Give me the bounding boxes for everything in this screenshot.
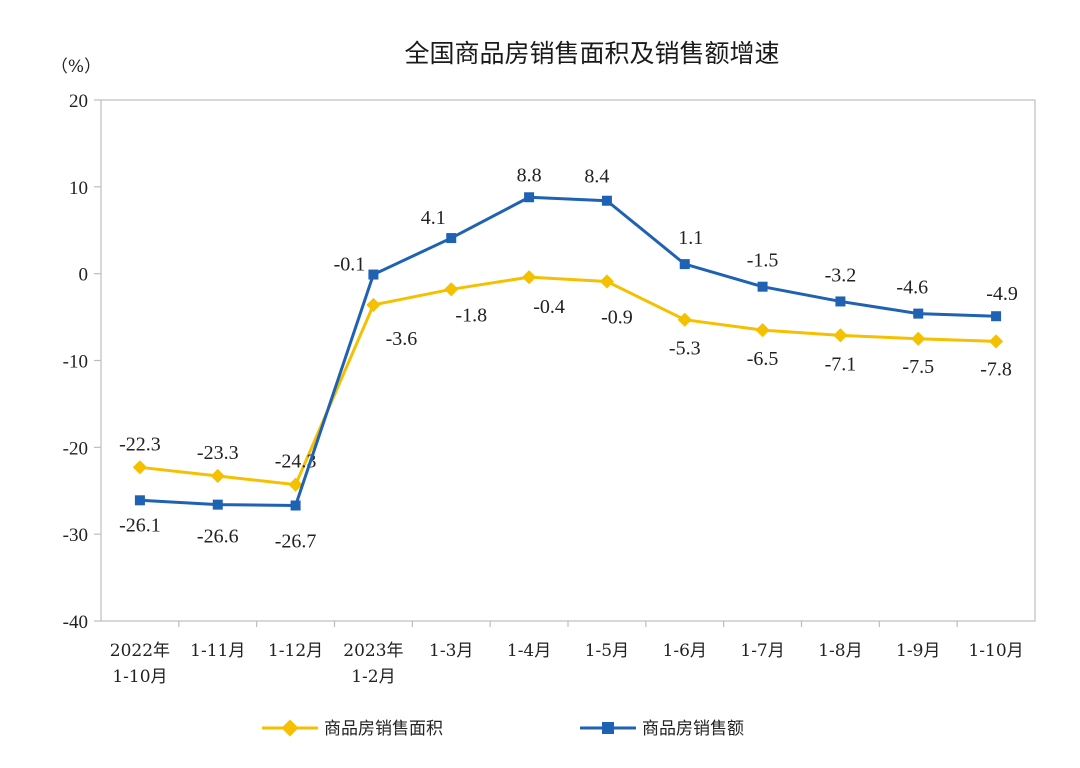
y-tick-label: 10 — [69, 178, 88, 199]
data-point-marker — [911, 331, 926, 346]
y-tick-label: -10 — [63, 352, 88, 373]
series-amount-layer: -26.1-26.6 -26.7-0.14.18.8 8.41.1-1.5-3.2-… — [119, 164, 1018, 552]
chart-title: 全国商品房销售面积及销售额增速 — [404, 39, 779, 68]
data-point-marker — [599, 274, 614, 289]
data-point-marker — [446, 233, 457, 244]
data-point-marker — [212, 499, 223, 510]
x-tick-label: 1-4月 — [507, 641, 551, 661]
data-label: -0.9 — [601, 306, 633, 328]
data-label: -26.7 — [275, 531, 317, 553]
data-label: -3.2 — [825, 264, 857, 286]
x-tick-label: 1-5月 — [585, 641, 629, 661]
data-point-marker — [601, 195, 612, 206]
data-point-marker — [989, 334, 1004, 349]
y-tick-label: 20 — [69, 91, 88, 112]
y-tick-label: -20 — [63, 438, 88, 459]
data-label: 1.1 — [678, 227, 703, 249]
data-label: -23.3 — [197, 442, 239, 464]
data-label: -1.8 — [455, 304, 487, 326]
data-point-marker — [522, 270, 537, 285]
x-tick-label: 1-2月 — [351, 667, 395, 687]
y-axis-unit-label: （%） — [51, 57, 101, 77]
legend: 商品房销售面积 商品房销售额 — [262, 719, 744, 739]
data-label: -6.5 — [747, 348, 779, 370]
x-tick-label: 1-6月 — [663, 641, 707, 661]
x-tick-label: 1-11月 — [190, 641, 245, 661]
data-point-marker — [132, 460, 147, 475]
data-point-marker — [757, 281, 768, 292]
series-line — [139, 195, 997, 508]
data-label: -0.1 — [334, 254, 366, 276]
y-tick-label: -40 — [63, 612, 88, 633]
data-label: -22.3 — [119, 433, 161, 455]
series-line — [139, 275, 997, 487]
data-label: 8.4 — [584, 166, 609, 188]
data-label: -26.1 — [119, 514, 161, 536]
data-point-marker — [913, 308, 924, 319]
legend-amount-label: 商品房销售额 — [642, 719, 744, 739]
x-axis-ticks: 2022年 1-10月 1-11月 1-12月 2023年 1-2月 1-3月 1-4月 1-5… — [110, 621, 1024, 687]
x-tick-label: 1-7月 — [740, 641, 784, 661]
plot-area-frame — [100, 99, 1036, 622]
data-label: 4.1 — [421, 207, 446, 229]
legend-amount-marker — [602, 722, 614, 734]
x-tick-label: 1-8月 — [818, 641, 862, 661]
y-tick-label: 0 — [79, 265, 89, 286]
x-tick-label: 1-9月 — [896, 641, 940, 661]
data-label: -4.6 — [896, 277, 928, 299]
data-point-marker — [368, 269, 379, 280]
x-tick-label: 1-10月 — [112, 667, 167, 687]
x-tick-label: 2022年 — [110, 641, 170, 661]
data-label: -0.4 — [533, 296, 565, 318]
series-area-layer: -22.3 -23.3 -24.3 -3.6 -1.8 -0.4 -0.9 -5.3 -6.5 -… — [119, 270, 1012, 492]
data-point-marker — [835, 296, 846, 307]
data-point-marker — [288, 477, 303, 492]
data-label: -7.5 — [902, 356, 934, 378]
legend-area-marker — [281, 719, 299, 737]
data-point-marker — [677, 312, 692, 327]
data-point-marker — [444, 282, 459, 297]
data-point-marker — [290, 500, 301, 511]
data-label: -1.5 — [747, 250, 779, 272]
data-label: -24.3 — [275, 451, 317, 473]
x-tick-label: 1-12月 — [268, 641, 323, 661]
data-point-marker — [679, 259, 690, 270]
data-label: -4.9 — [986, 283, 1018, 305]
data-point-marker — [755, 323, 770, 338]
data-point-marker — [366, 297, 381, 312]
data-point-marker — [833, 328, 848, 343]
data-label: 8.8 — [517, 164, 542, 186]
x-tick-label: 1-3月 — [429, 641, 473, 661]
data-label: -3.6 — [386, 328, 418, 350]
x-tick-label: 2023年 — [343, 641, 403, 661]
data-label: -7.8 — [980, 358, 1012, 380]
data-label: -5.3 — [669, 338, 701, 360]
data-label: -26.6 — [197, 526, 239, 548]
legend-area-label: 商品房销售面积 — [324, 719, 443, 739]
data-point-marker — [210, 468, 225, 484]
data-label: -7.1 — [825, 353, 857, 375]
y-tick-label: -30 — [63, 525, 88, 546]
data-point-marker — [524, 192, 535, 203]
x-tick-label: 1-10月 — [968, 641, 1023, 661]
y-axis-ticks: 20 10 0 -10 -20 -30 -40 — [63, 91, 101, 633]
data-point-marker — [991, 311, 1002, 322]
data-point-marker — [134, 495, 145, 506]
